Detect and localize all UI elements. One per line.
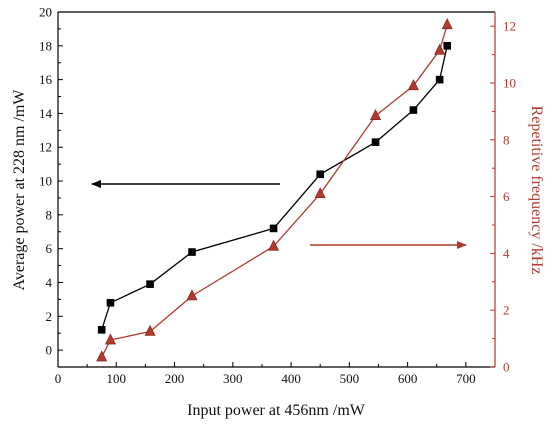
x-tick-label: 100 — [107, 371, 127, 386]
x-tick-label: 0 — [55, 371, 62, 386]
right-axis-ticks: 0 2 4 6 8 10 12 — [490, 19, 516, 375]
y-left-tick-label: 8 — [46, 207, 53, 222]
data-point-square — [316, 170, 324, 179]
y-right-tick-label: 12 — [503, 19, 516, 34]
data-point-triangle — [144, 324, 156, 336]
y-left-tick-label: 20 — [39, 5, 52, 20]
left-axis-ticks: 0 2 4 6 8 10 12 14 16 18 20 — [39, 5, 63, 358]
data-point-square — [188, 248, 196, 256]
x-tick-label: 400 — [281, 371, 301, 386]
data-point-triangle — [407, 79, 419, 91]
y-left-tick-label: 0 — [46, 343, 53, 358]
series-layer — [96, 18, 453, 362]
y-left-tick-label: 16 — [39, 72, 53, 87]
data-point-triangle — [370, 108, 382, 120]
y-left-tick-label: 2 — [46, 309, 53, 324]
data-point-triangle — [441, 18, 453, 30]
data-point-square — [269, 224, 278, 233]
data-point-square — [97, 326, 106, 334]
data-point-square — [435, 75, 444, 84]
x-tick-label: 200 — [165, 371, 185, 386]
x-tick-label: 700 — [456, 371, 476, 386]
data-point-triangle — [434, 43, 446, 55]
data-point-triangle — [186, 289, 198, 301]
plot-frame — [57, 11, 496, 368]
data-point-triangle — [314, 187, 326, 199]
series-average-power-line — [101, 45, 448, 330]
y-left-tick-label: 12 — [39, 140, 52, 155]
data-point-triangle — [268, 239, 280, 251]
x-axis-ticks: 0 100 200 300 400 500 600 700 — [55, 362, 476, 386]
data-point-square — [146, 280, 154, 288]
y-axis-right-title: Repetitive frequency /kHz — [528, 106, 545, 275]
data-point-square — [106, 298, 115, 307]
axis-indicator-arrows — [91, 180, 467, 249]
y-left-tick-label: 18 — [39, 38, 52, 53]
y-right-tick-label: 4 — [503, 246, 510, 261]
y-right-tick-label: 2 — [503, 303, 510, 318]
y-right-tick-label: 6 — [503, 189, 510, 204]
data-point-square — [443, 42, 452, 50]
y-right-tick-label: 8 — [503, 132, 510, 147]
y-right-tick-label: 0 — [503, 360, 510, 375]
x-axis-title: Input power at 456nm /mW — [187, 402, 366, 419]
y-left-tick-label: 4 — [46, 275, 53, 290]
x-tick-label: 300 — [223, 371, 243, 386]
data-point-square — [371, 138, 380, 146]
data-point-triangle — [104, 333, 116, 345]
y-axis-left-title: Average power at 228 nm /mW — [11, 89, 28, 291]
y-left-tick-label: 14 — [39, 106, 53, 121]
data-point-square — [409, 106, 418, 114]
series-repetitive-frequency-line — [101, 24, 448, 358]
y-left-tick-label: 6 — [46, 241, 53, 256]
y-left-tick-label: 10 — [39, 174, 52, 189]
data-point-triangle — [96, 350, 108, 362]
x-tick-label: 500 — [340, 371, 360, 386]
x-tick-label: 600 — [398, 371, 418, 386]
y-right-tick-label: 10 — [503, 76, 516, 91]
